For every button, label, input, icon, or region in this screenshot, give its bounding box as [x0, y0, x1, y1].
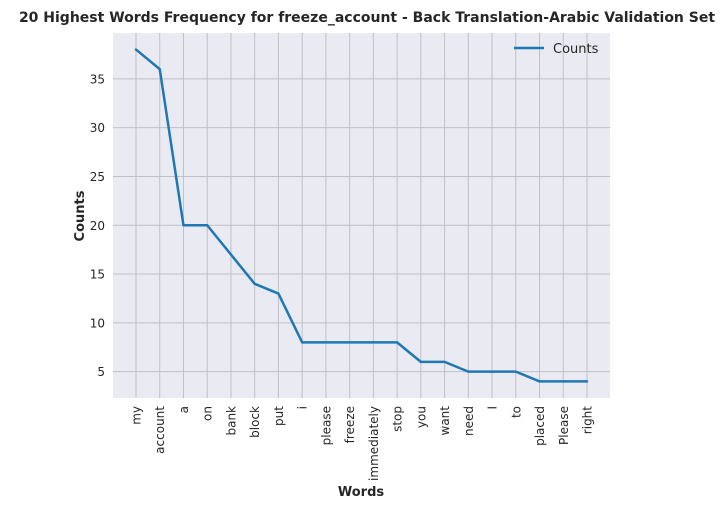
y-axis-label: Counts — [73, 190, 88, 241]
x-tick-label: Please — [557, 406, 571, 445]
x-tick-label: want — [438, 406, 452, 436]
x-tick-label: you — [414, 406, 428, 428]
x-tick-label: need — [462, 406, 476, 436]
y-tick-label: 15 — [90, 268, 105, 282]
x-axis-label: Words — [338, 485, 385, 500]
x-tick-label: I — [486, 406, 500, 410]
y-tick-label: 30 — [90, 121, 105, 135]
x-tick-label: please — [319, 406, 333, 445]
x-tick-label: bank — [224, 406, 238, 436]
y-tick-label: 25 — [90, 170, 105, 184]
x-tick-label: freeze — [343, 406, 357, 443]
y-tick-label: 20 — [90, 219, 105, 233]
x-tick-label: put — [272, 406, 286, 426]
x-tick-label: immediately — [367, 406, 381, 481]
legend-label: Counts — [553, 42, 599, 57]
x-tick-label: on — [201, 406, 215, 421]
x-tick-label: to — [509, 406, 523, 418]
x-tick-label: placed — [533, 406, 547, 446]
x-tick-label: right — [581, 406, 595, 434]
y-tick-label: 10 — [90, 316, 105, 330]
x-tick-label: my — [130, 406, 144, 425]
chart-title: 20 Highest Words Frequency for freeze_ac… — [19, 10, 715, 26]
x-tick-label: account — [153, 406, 167, 454]
x-tick-label: i — [296, 406, 310, 409]
y-tick-label: 5 — [97, 365, 105, 379]
x-tick-label: stop — [391, 406, 405, 432]
x-tick-label: a — [177, 406, 191, 413]
x-tick-label: block — [248, 406, 262, 438]
y-tick-label: 35 — [90, 72, 105, 86]
